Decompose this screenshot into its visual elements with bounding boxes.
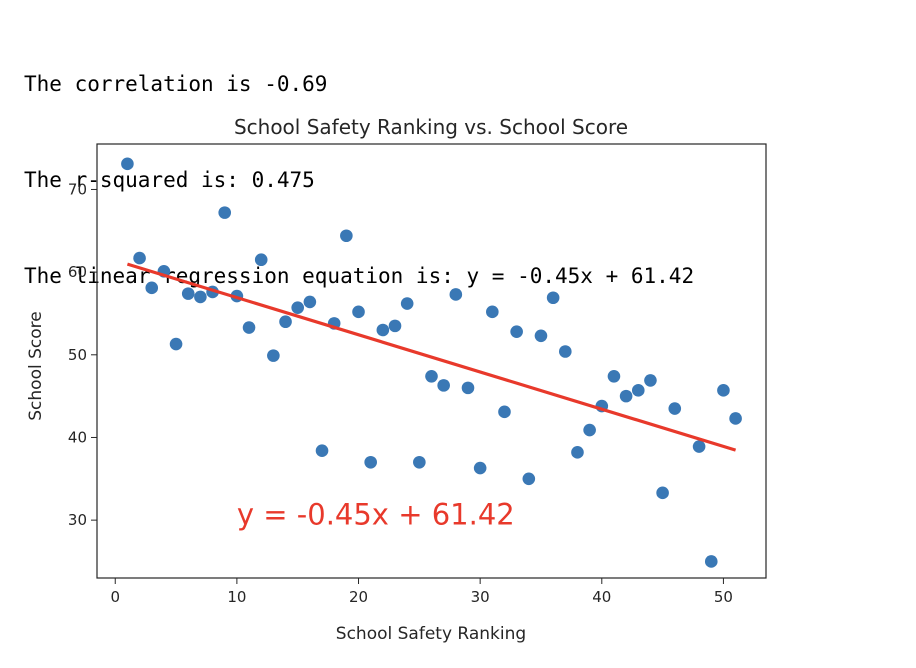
data-point [704,555,718,568]
data-points [121,157,742,568]
data-point [546,291,560,305]
data-point [376,323,390,337]
data-point [619,389,633,403]
x-tick-label: 50 [714,588,733,606]
data-point [644,374,657,387]
plot-frame [96,143,767,579]
data-point [121,157,134,171]
data-point [133,251,146,265]
x-tick-label: 20 [349,588,368,606]
data-point [254,253,268,267]
data-point [583,423,596,437]
data-point [400,297,414,310]
data-point [717,384,730,397]
data-point [656,486,669,500]
data-point [267,349,280,362]
y-tick-label: 30 [68,511,87,529]
data-point [473,461,487,475]
data-point [510,325,523,338]
x-axis: 0 10 20 30 40 50 [110,578,733,606]
data-point [425,369,438,383]
data-point [692,440,706,453]
data-point [242,321,256,334]
data-point [534,329,548,343]
data-point [498,405,511,419]
regression-line [126,262,737,452]
data-point [729,412,742,425]
y-tick-label: 60 [68,263,87,281]
data-point [631,384,645,397]
data-point [668,402,682,415]
data-point [461,381,475,395]
regression-group: y = -0.45x + 61.42 [126,262,737,531]
chart-title: School Safety Ranking vs. School Score [234,115,628,139]
x-tick-label: 30 [471,588,490,606]
data-point [340,229,353,243]
regression-annotation: y = -0.45x + 61.42 [237,497,515,531]
data-point [388,319,402,333]
data-point [194,290,207,304]
y-axis-label: School Score [26,311,46,420]
data-point [315,444,329,457]
y-tick-label: 50 [68,346,87,364]
data-point [303,295,317,309]
data-point [169,337,183,351]
data-point [437,379,450,392]
correlation-line: The correlation is -0.69 [24,72,328,96]
data-point [145,281,159,295]
data-point [364,455,377,469]
regression-equation-line: The linear regression equation is: y = -… [24,264,695,288]
data-point [218,206,232,219]
data-point [291,301,305,314]
data-point [352,305,365,319]
data-point [449,288,463,301]
x-tick-label: 0 [110,588,120,606]
data-point [413,455,426,469]
y-tick-label: 70 [68,180,87,198]
data-point [486,305,499,319]
y-axis: 30 40 50 60 70 [68,180,97,529]
r-squared-line: The r-squared is: 0.475 [24,168,315,192]
x-axis-label: School Safety Ranking [336,624,526,644]
y-tick-label: 40 [68,428,87,446]
data-point [522,472,536,486]
data-point [559,345,572,358]
x-tick-label: 10 [227,588,246,606]
data-point [571,446,584,459]
notebook-output: The correlation is -0.69 The r-squared i… [24,4,694,324]
data-point [181,287,195,300]
data-point [279,315,292,329]
data-point [607,369,621,383]
x-tick-label: 40 [592,588,611,606]
